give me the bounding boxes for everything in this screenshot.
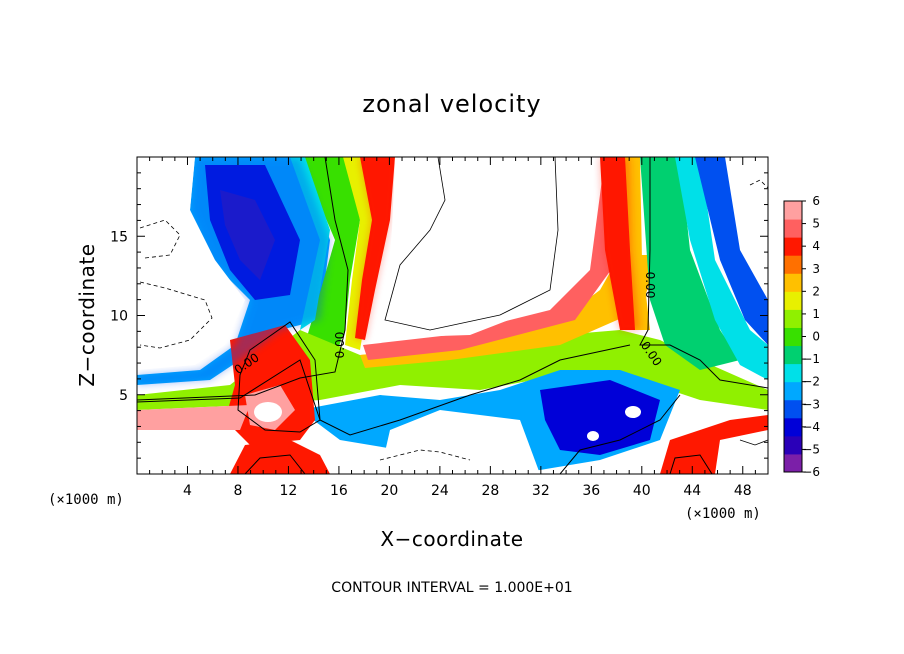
chart-title: zonal velocity [362,90,541,118]
x-axis-label: X−coordinate [380,527,523,551]
y-axis-unit: (×1000 m) [48,492,124,508]
contour-negative-lower [379,449,471,461]
band-orange-right [625,157,650,330]
x-tick-label: 8 [233,483,242,499]
x-tick-label: 4 [183,483,192,499]
colorbar-tick-label: −6 [802,465,820,479]
colorbar-tick-label: 1 [812,307,820,321]
colorbar-swatch [784,219,802,238]
colorbar-tick-label: −4 [802,420,820,434]
colorbar-tick-label: 0 [812,330,820,344]
x-tick-label: 44 [683,483,701,499]
x-tick-label: 40 [633,483,651,499]
colorbar-swatch [784,309,802,328]
x-axis-ticks [149,157,756,474]
band-cyan-right [675,157,768,380]
contour-positive-upper [384,157,559,331]
colorbar-swatch [784,345,802,365]
colorbar-swatch [784,381,802,401]
x-axis-tick-labels: 4 8 12 16 20 24 28 32 36 40 44 48 [183,483,752,499]
colorbar-swatch [784,417,802,437]
colorbar-tick-label: 3 [812,262,820,276]
contour-zero-bottom-left [244,454,306,474]
x-axis-unit: (×1000 m) [685,506,761,522]
band-pink-left-edge [137,405,250,430]
colorbar-tick-label: −1 [802,352,820,366]
colorbar-swatch [784,201,802,220]
white-blob-2 [625,406,641,418]
colorbar-swatch [784,255,802,274]
colorbar-swatch [784,453,802,473]
y-axis-label: Z−coordinate [75,243,99,386]
contour-zero-cell [237,321,321,433]
white-region-lower-right [715,430,768,474]
x-tick-label: 24 [431,483,449,499]
contour-zero-mid [137,157,349,401]
y-axis-ticks [137,172,768,459]
contour-lines [137,157,768,474]
x-tick-label: 12 [280,483,298,499]
colorbar-tick-label: 4 [812,239,820,253]
colorbar-tick-label: −5 [802,442,820,456]
white-region-lower [380,410,540,474]
colorbar-swatch [784,399,802,419]
contour-zero-lower [137,344,631,436]
colorbar [783,200,806,473]
contour-zero-right [639,157,768,389]
y-tick-label: 5 [119,388,128,404]
colorbar-swatch [784,237,802,256]
x-tick-label: 32 [532,483,550,499]
contour-interval-note: CONTOUR INTERVAL = 1.000E+01 [331,580,572,596]
velocity-field [137,157,768,474]
contour-dashed [139,179,768,461]
contour-negative-left-1 [139,219,181,259]
white-blob-1 [254,402,282,422]
colorbar-swatch [784,273,802,292]
colorbar-swatch [784,435,802,455]
x-tick-label: 16 [330,483,348,499]
white-region-left [137,157,245,370]
y-tick-label: 10 [110,309,128,325]
band-darkblue-lower [540,380,660,455]
colorbar-tick-label: 5 [812,217,820,231]
contour-label-2: 0.00 [333,332,347,359]
colorbar-tick-label: 6 [812,194,820,208]
white-blob-3 [587,431,599,441]
x-tick-label: 28 [481,483,499,499]
contour-zero-bottom [559,394,681,474]
band-blue-right [695,157,768,345]
colorbar-swatch [784,363,802,383]
white-region-upper [378,157,595,338]
band-red-bottom-left [230,440,330,474]
contour-positive-right [739,439,768,446]
x-tick-label: 48 [734,483,752,499]
contour-negative-left-2 [139,281,213,349]
y-tick-label: 15 [110,229,128,245]
contour-negative-right [749,179,768,189]
x-tick-label: 20 [380,483,398,499]
colorbar-tick-label: −3 [802,397,820,411]
colorbar-swatch [784,327,802,347]
contour-label-3: 0.00 [643,272,657,299]
band-red-horizontal [363,157,620,360]
white-region-lower-left [137,430,220,474]
colorbar-tick-label: 2 [812,284,820,298]
colorbar-swatch [784,291,802,310]
colorbar-tick-label: −2 [802,375,820,389]
y-axis-tick-labels: 5 10 15 [110,229,128,404]
x-tick-label: 36 [582,483,600,499]
contour-zero-bottom-right [669,454,713,474]
colorbar-labels: 6 5 4 3 2 1 0 −1 −2 −3 −4 −5 −6 [802,194,820,479]
